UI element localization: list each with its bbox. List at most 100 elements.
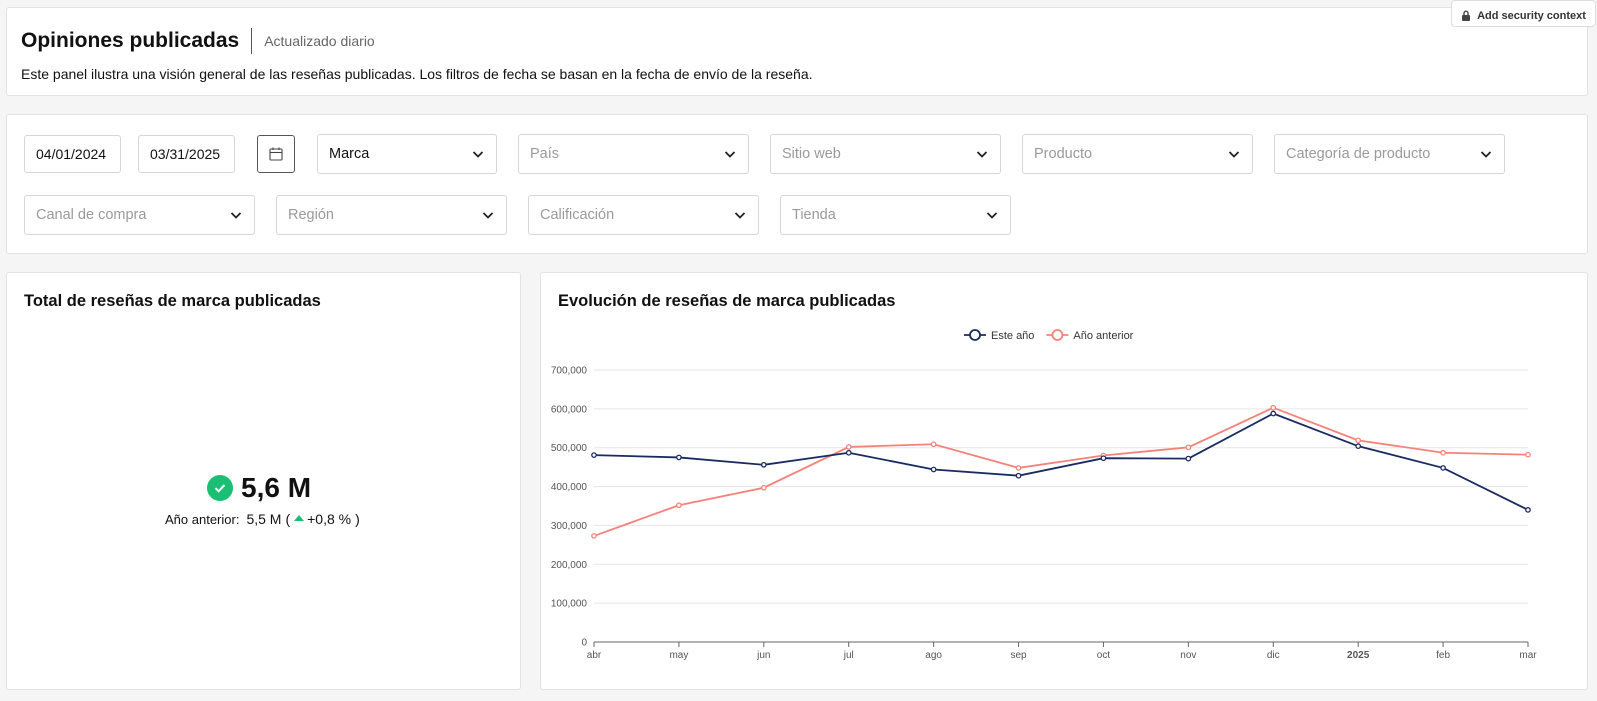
data-point	[1015, 465, 1022, 471]
rating-select-placeholder: Calificación	[540, 207, 615, 223]
data-point	[760, 484, 767, 491]
data-point	[1015, 472, 1022, 479]
data-point	[845, 449, 852, 456]
kpi-previous-label: Año anterior:	[165, 511, 240, 527]
chevron-down-icon	[1228, 151, 1240, 158]
add-security-context-label: Add security context	[1477, 9, 1586, 22]
chart-card: Evolución de reseñas de marca publicadas…	[540, 272, 1588, 690]
header-card: Opiniones publicadas Actualizado diario …	[6, 0, 1596, 96]
chevron-down-icon	[482, 212, 494, 219]
calendar-button[interactable]	[257, 135, 295, 173]
y-tick-label: 200,000	[551, 560, 588, 571]
x-tick-label: sep	[1010, 650, 1027, 661]
purchase-channel-select-placeholder: Canal de compra	[36, 207, 147, 223]
region-select-placeholder: Región	[288, 207, 334, 223]
x-tick-label: ago	[925, 650, 942, 661]
data-point	[1270, 404, 1277, 411]
kpi-title: Total de reseñas de marca publicadas	[24, 292, 321, 310]
data-point	[1525, 507, 1531, 513]
kpi-change: +0,8 %	[307, 511, 352, 527]
data-point	[1270, 410, 1277, 417]
title-row: Opiniones publicadas Actualizado diario	[21, 28, 375, 54]
data-point	[1355, 437, 1362, 444]
y-tick-label: 400,000	[551, 482, 588, 493]
y-tick-label: 0	[581, 638, 587, 649]
country-select[interactable]: País	[518, 134, 749, 174]
legend-label: Este año	[991, 330, 1034, 342]
lock-icon	[1462, 10, 1471, 21]
kpi-open-paren: (	[285, 511, 291, 527]
legend-label: Año anterior	[1073, 330, 1133, 342]
x-tick-label: nov	[1180, 650, 1196, 661]
chevron-down-icon	[1480, 151, 1492, 158]
chevron-down-icon	[472, 151, 484, 158]
product-select[interactable]: Producto	[1022, 134, 1253, 174]
line-chart: 0 100,000 200,000 300,000 400,000 500,000 600,…	[551, 329, 1537, 661]
chevron-down-icon	[734, 212, 746, 219]
x-tick-label: 2025	[1347, 650, 1370, 661]
x-tick-label: dic	[1267, 650, 1280, 661]
region-select[interactable]: Región	[276, 195, 507, 235]
data-point	[1440, 449, 1446, 456]
kpi-card: Total de reseñas de marca publicadas 5,6…	[6, 272, 521, 690]
kpi-previous-value: 5,5 M	[246, 511, 282, 527]
chevron-down-icon	[976, 151, 988, 158]
data-point	[1440, 465, 1446, 471]
product-category-select-placeholder: Categoría de producto	[1286, 146, 1431, 162]
kpi-close-paren: )	[355, 511, 360, 527]
chart-title: Evolución de reseñas de marca publicadas	[558, 292, 896, 310]
x-tick-label: may	[669, 650, 688, 661]
store-select-placeholder: Tienda	[792, 207, 836, 223]
rating-select[interactable]: Calificación	[528, 195, 759, 235]
series-line	[593, 412, 1529, 511]
data-point	[1355, 443, 1362, 450]
check-circle-icon	[207, 475, 233, 501]
purchase-channel-select[interactable]: Canal de compra	[24, 195, 255, 235]
y-tick-label: 500,000	[551, 443, 588, 454]
title-divider	[251, 28, 253, 54]
x-tick-label: feb	[1436, 650, 1450, 661]
x-tick-label: mar	[1519, 650, 1537, 661]
end-date-input[interactable]: 03/31/2025	[138, 135, 235, 173]
start-date-input[interactable]: 04/01/2024	[24, 135, 121, 173]
y-tick-label: 100,000	[551, 599, 588, 610]
data-point	[1185, 455, 1192, 462]
data-point	[845, 444, 852, 450]
kpi-value: 5,6 M	[241, 472, 312, 503]
data-point	[676, 502, 682, 509]
legend-marker	[969, 329, 981, 341]
calendar-icon	[269, 147, 283, 161]
website-select[interactable]: Sitio web	[770, 134, 1001, 174]
store-select[interactable]: Tienda	[780, 195, 1011, 235]
legend-marker	[1051, 329, 1064, 341]
filters-card: 04/01/2024 03/31/2025 Marca País Sitio w…	[6, 114, 1588, 254]
data-point	[1100, 455, 1107, 462]
data-point	[930, 466, 937, 473]
page-subtitle: Actualizado diario	[264, 33, 375, 49]
series-line	[593, 406, 1529, 537]
add-security-context-button[interactable]: Add security context	[1451, 0, 1596, 27]
chevron-down-icon	[230, 212, 242, 219]
x-tick-label: oct	[1097, 650, 1111, 661]
website-select-placeholder: Sitio web	[782, 146, 841, 162]
trend-up-icon	[294, 515, 305, 521]
x-tick-label: jun	[756, 650, 770, 661]
page-title: Opiniones publicadas	[21, 29, 240, 52]
x-tick-label: abr	[587, 650, 602, 661]
y-tick-label: 600,000	[551, 404, 588, 415]
product-category-select[interactable]: Categoría de producto	[1274, 134, 1505, 174]
x-tick-label: jul	[843, 650, 854, 661]
brand-select-label: Marca	[329, 146, 370, 162]
kpi-previous: Año anterior: 5,5 M ( +0,8 % )	[165, 511, 360, 527]
data-point	[1185, 444, 1192, 451]
data-point	[930, 441, 937, 448]
data-point	[591, 452, 597, 458]
kpi-main: 5,6 M	[207, 472, 311, 504]
y-tick-label: 700,000	[551, 366, 588, 377]
data-point	[591, 533, 597, 539]
brand-select[interactable]: Marca	[317, 134, 497, 174]
data-point	[1525, 451, 1531, 458]
chevron-down-icon	[724, 151, 736, 158]
data-point	[760, 461, 767, 468]
y-tick-label: 300,000	[551, 521, 588, 532]
